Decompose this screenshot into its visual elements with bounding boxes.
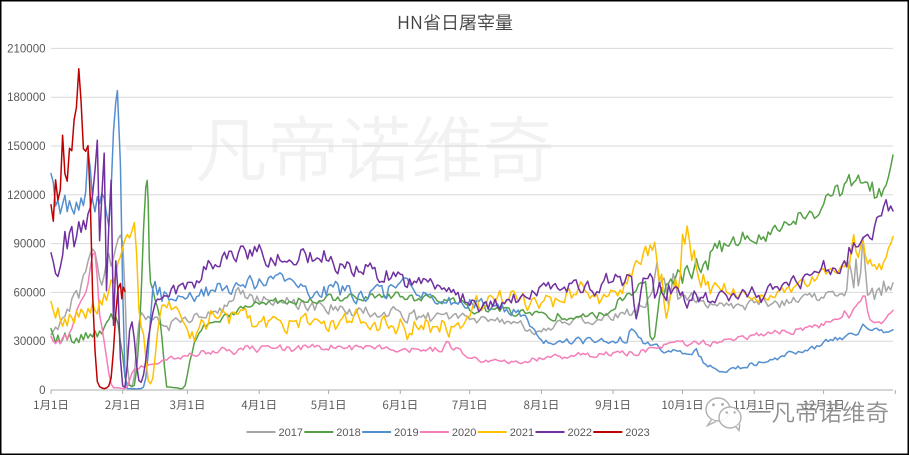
svg-text:60000: 60000	[14, 287, 46, 299]
svg-text:2022: 2022	[568, 427, 592, 439]
svg-text:2021: 2021	[510, 427, 534, 439]
svg-text:210000: 210000	[7, 43, 45, 55]
svg-text:90000: 90000	[14, 239, 46, 251]
svg-text:2017: 2017	[279, 427, 303, 439]
svg-text:2020: 2020	[452, 427, 476, 439]
svg-text:30000: 30000	[14, 336, 46, 348]
svg-text:2018: 2018	[336, 427, 360, 439]
svg-text:2023: 2023	[625, 427, 649, 439]
svg-text:150000: 150000	[7, 141, 45, 153]
svg-text:120000: 120000	[7, 190, 45, 202]
svg-text:2019: 2019	[394, 427, 418, 439]
svg-text:180000: 180000	[7, 92, 45, 104]
svg-text:0: 0	[39, 385, 45, 397]
